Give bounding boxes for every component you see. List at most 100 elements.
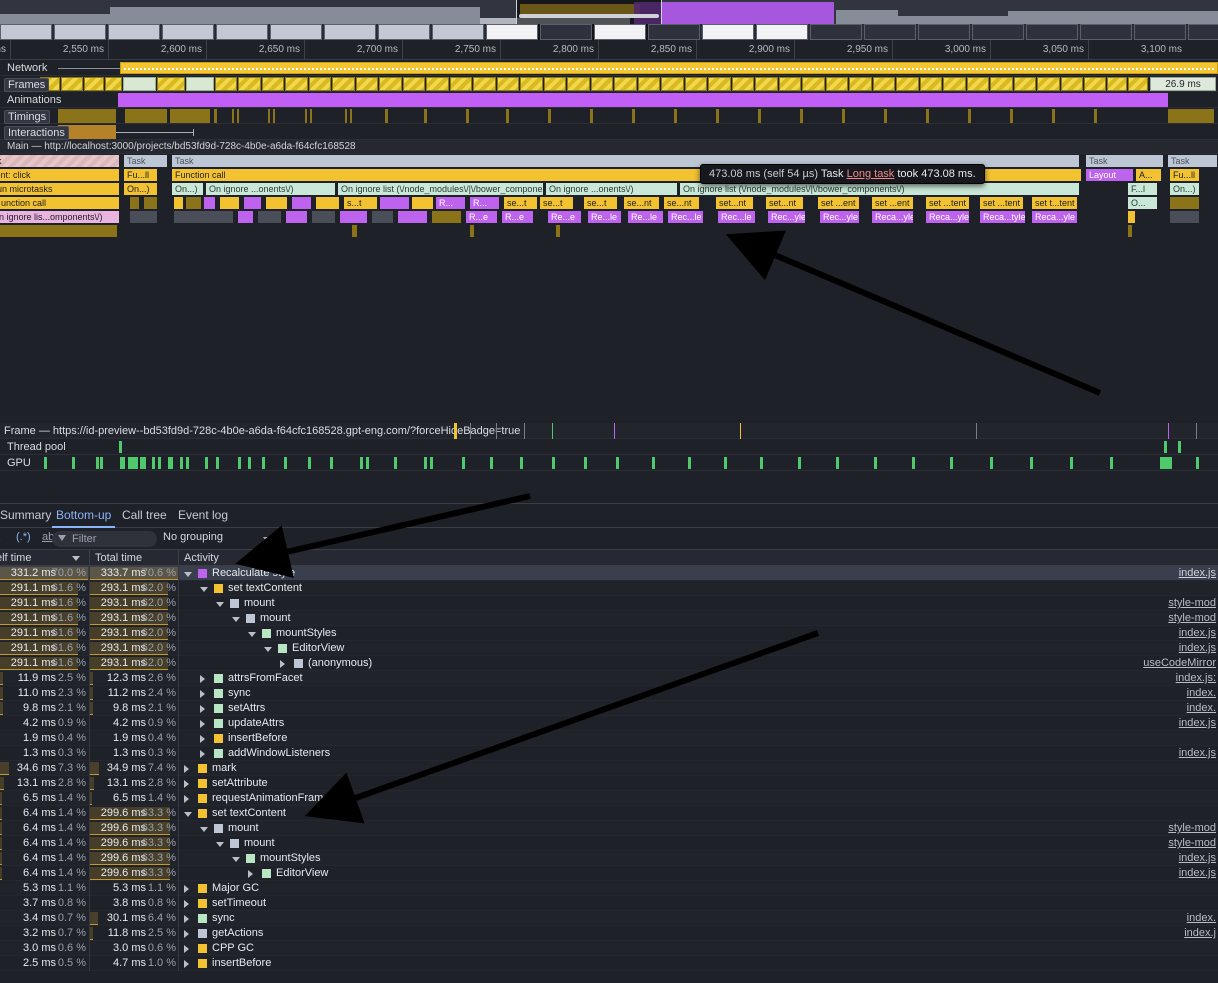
table-row[interactable]: 291.1 ms 61.6 % 293.1 ms 62.0 % mount style-m… <box>0 611 1218 626</box>
table-row[interactable]: 291.1 ms 61.6 % 293.1 ms 62.0 % set textCont… <box>0 581 1218 596</box>
chevron-right-icon[interactable] <box>184 885 189 893</box>
filmstrip-frame[interactable] <box>378 24 430 40</box>
flame-block-set-textcontent[interactable]: set ...ent <box>872 197 914 209</box>
flame-row-5[interactable]: n ignore lis...omponents\/) R...e R...e … <box>0 211 1218 224</box>
flame-block-misc[interactable] <box>556 225 561 237</box>
flame-block-misc[interactable] <box>266 197 288 209</box>
flame-block-recalculate-style[interactable] <box>204 197 216 209</box>
chevron-down-icon[interactable] <box>200 587 208 592</box>
filmstrip-frame[interactable] <box>108 24 160 40</box>
filmstrip-frame[interactable] <box>432 24 484 40</box>
flame-block-misc[interactable] <box>186 197 202 209</box>
bottom-up-table[interactable]: 331.2 ms 70.0 % 333.7 ms 70.6 % Recalculate … <box>0 566 1218 981</box>
filmstrip[interactable] <box>0 24 1218 40</box>
flame-block-on-ignore-list[interactable]: On...) <box>1170 183 1200 195</box>
filmstrip-frame[interactable] <box>864 24 916 40</box>
table-row[interactable]: 11.0 ms 2.3 % 11.2 ms 2.4 % sync index. <box>0 686 1218 701</box>
filmstrip-frame[interactable] <box>648 24 700 40</box>
flame-block-recalculate-style[interactable]: Rec...yle <box>768 211 806 223</box>
flame-block-animation-frame[interactable]: A... <box>1136 169 1162 181</box>
flame-block-set-textcontent[interactable]: set ...tent <box>980 197 1024 209</box>
tab-call-tree[interactable]: Call tree <box>122 508 167 522</box>
flame-block-misc[interactable] <box>316 197 340 209</box>
flame-block-set-textcontent[interactable]: se...t <box>584 197 618 209</box>
chevron-right-icon[interactable] <box>184 915 189 923</box>
filmstrip-frame[interactable] <box>486 24 538 40</box>
flame-block-on-ignore-list[interactable]: On ignore ...onents\/) <box>546 183 678 195</box>
table-row[interactable]: 5.3 ms 1.1 % 5.3 ms 1.1 % Major GC <box>0 881 1218 896</box>
chevron-down-icon[interactable] <box>263 537 271 542</box>
filmstrip-frame[interactable] <box>972 24 1024 40</box>
source-link[interactable]: index.js <box>1178 852 1216 864</box>
filmstrip-frame[interactable] <box>270 24 322 40</box>
flame-block-misc[interactable] <box>470 225 475 237</box>
chevron-right-icon[interactable] <box>184 945 189 953</box>
grouping-select[interactable]: No grouping <box>163 531 223 543</box>
column-total-time[interactable]: Total time <box>95 552 143 564</box>
chevron-down-icon[interactable] <box>232 857 240 862</box>
table-row[interactable]: 9.8 ms 2.1 % 9.8 ms 2.1 % setAttrs index. <box>0 701 1218 716</box>
chevron-down-icon[interactable] <box>216 602 224 607</box>
source-link[interactable]: index.js <box>1178 717 1216 729</box>
column-self-time[interactable]: elf time <box>0 552 32 564</box>
chevron-right-icon[interactable] <box>184 795 189 803</box>
flame-row-1[interactable]: Task Task Task Task Task <box>0 155 1218 168</box>
source-link[interactable]: style-mod <box>1168 597 1216 609</box>
chevron-down-icon[interactable] <box>216 842 224 847</box>
chevron-down-icon[interactable] <box>200 827 208 832</box>
flame-block-on-ignore-list[interactable]: n ignore lis...omponents\/) <box>0 211 120 223</box>
filmstrip-frame[interactable] <box>324 24 376 40</box>
flame-block-recalculate-style[interactable] <box>238 211 254 223</box>
chevron-right-icon[interactable] <box>184 780 189 788</box>
details-tabbar[interactable]: Summary Bottom-up Call tree Event log <box>0 504 1218 528</box>
track-network[interactable]: Network <box>0 60 1218 76</box>
table-row[interactable]: 6.4 ms 1.4 % 299.6 ms 63.3 % mount style-mod <box>0 821 1218 836</box>
track-frame[interactable]: Frame — https://id-preview--bd53fd9d-728… <box>0 423 1218 439</box>
flame-block-set-textcontent[interactable]: set...nt <box>766 197 804 209</box>
flame-block-layout[interactable]: Layout <box>1086 169 1134 181</box>
chevron-right-icon[interactable] <box>184 930 189 938</box>
flame-block-misc[interactable] <box>174 211 234 223</box>
source-link[interactable]: index.js <box>1178 642 1216 654</box>
flame-block-misc[interactable] <box>220 197 240 209</box>
chevron-right-icon[interactable] <box>200 690 205 698</box>
chevron-right-icon[interactable] <box>200 705 205 713</box>
chevron-down-icon[interactable] <box>184 572 192 577</box>
flame-block-on-ignore-list[interactable]: On ignore list (\/node_modules\/|\/bower… <box>680 183 1080 195</box>
table-row[interactable]: 13.1 ms 2.8 % 13.1 ms 2.8 % setAttribute <box>0 776 1218 791</box>
flame-block-recalculate-style[interactable]: R... <box>436 197 466 209</box>
flame-block-set-textcontent[interactable]: s...t <box>344 197 378 209</box>
filter-input[interactable]: Filter <box>52 531 157 547</box>
flame-block-recalculate-style[interactable]: Reca...tyle <box>980 211 1026 223</box>
flame-block-recalculate-style[interactable] <box>286 211 308 223</box>
table-row[interactable]: 2.5 ms 0.5 % 4.7 ms 1.0 % insertBefore <box>0 956 1218 971</box>
flame-block-function-call[interactable]: Fu...ll <box>1170 169 1200 181</box>
table-header[interactable]: elf time Total time Activity <box>0 550 1218 566</box>
filmstrip-frame[interactable] <box>216 24 268 40</box>
flame-block-on-ignore-list[interactable]: O... <box>1128 197 1158 209</box>
flame-block-misc[interactable] <box>412 197 434 209</box>
source-link[interactable]: index.js <box>1178 867 1216 879</box>
source-link[interactable]: index. <box>1186 687 1216 699</box>
flame-block-misc[interactable] <box>174 197 184 209</box>
table-row[interactable]: 6.4 ms 1.4 % 299.6 ms 63.3 % EditorView index… <box>0 866 1218 881</box>
filmstrip-frame[interactable] <box>0 24 52 40</box>
source-link[interactable]: index.j <box>1184 927 1216 939</box>
chevron-right-icon[interactable] <box>248 870 253 878</box>
flame-block-recalculate-style[interactable]: Rec...yle <box>820 211 860 223</box>
flame-block-recalculate-style[interactable]: R... <box>470 197 500 209</box>
chevron-right-icon[interactable] <box>200 675 205 683</box>
filmstrip-frame[interactable] <box>702 24 754 40</box>
timeline-tracks[interactable]: Network Frames <box>0 60 1218 500</box>
source-link[interactable]: index. <box>1186 702 1216 714</box>
flame-block-function-call[interactable]: On...) <box>124 183 158 195</box>
flame-block-misc[interactable] <box>312 211 336 223</box>
chevron-down-icon[interactable] <box>248 632 256 637</box>
flame-block-misc[interactable] <box>130 211 158 223</box>
flame-block-recalculate-style[interactable]: R...e <box>502 211 534 223</box>
flame-block-run-microtasks[interactable]: un microtasks <box>0 183 120 195</box>
flame-block-task[interactable]: Task <box>1086 155 1164 167</box>
flame-block-recalculate-style[interactable] <box>340 211 368 223</box>
table-row[interactable]: 291.1 ms 61.6 % 293.1 ms 62.0 % mount style-m… <box>0 596 1218 611</box>
source-link[interactable]: index. <box>1186 912 1216 924</box>
